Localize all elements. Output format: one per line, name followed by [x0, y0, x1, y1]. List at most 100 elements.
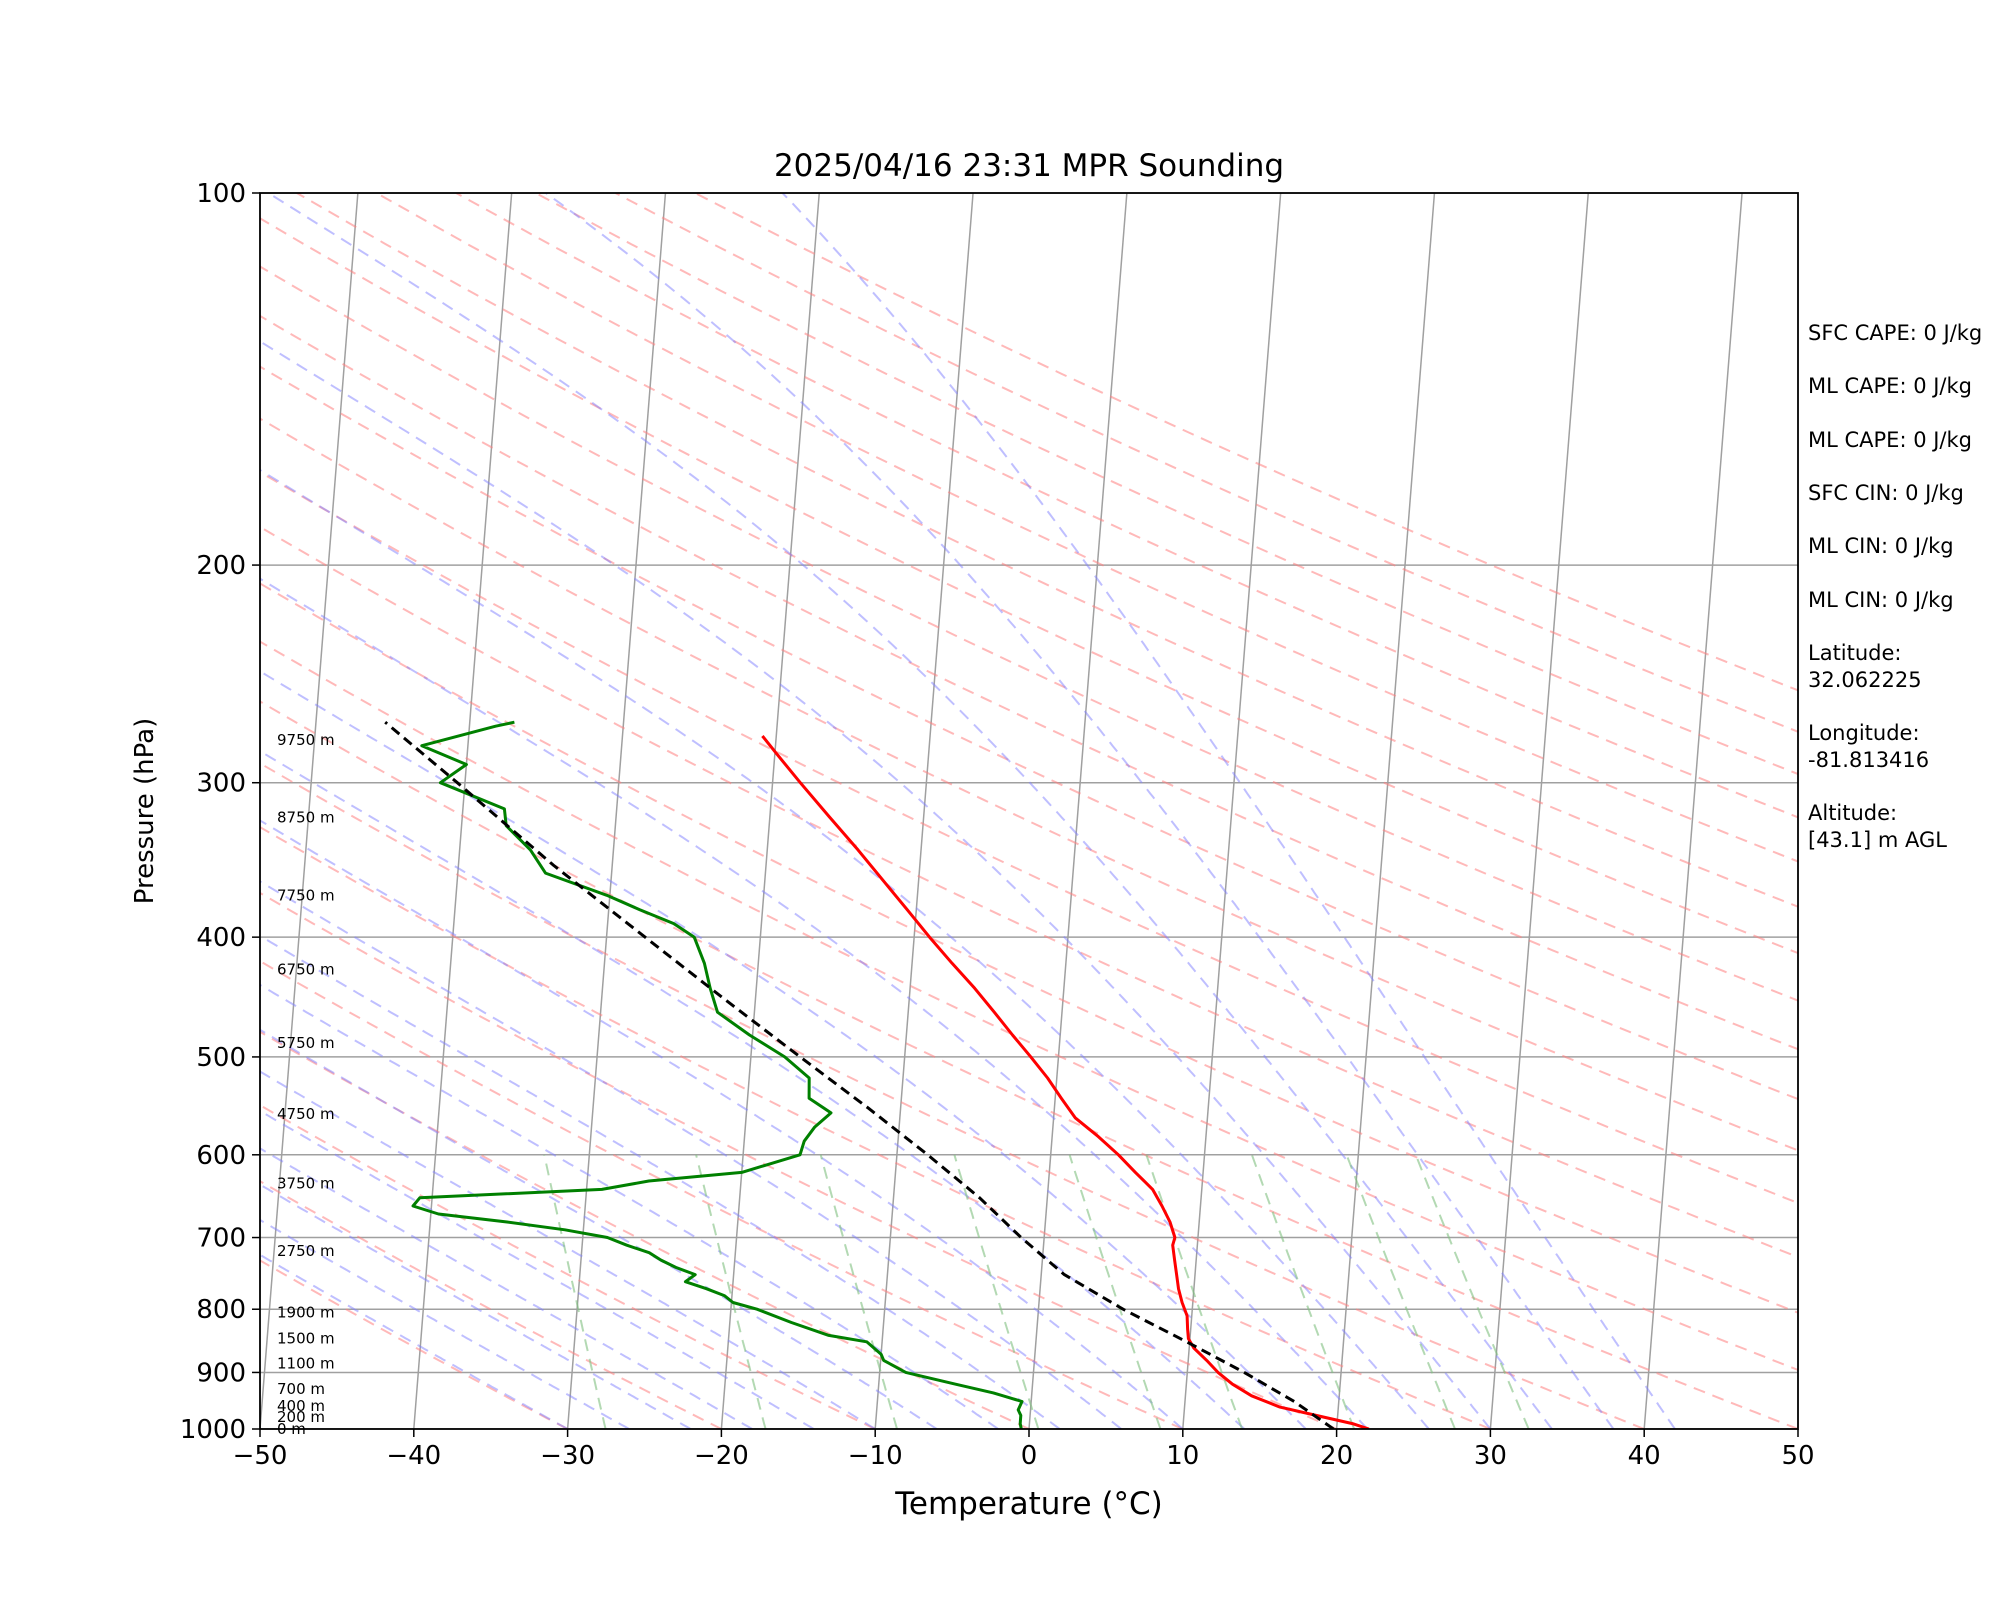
isotherm-line [1028, 193, 1128, 1429]
moist-adiabat-line [545, 193, 1615, 1429]
stats-panel: SFC CAPE: 0 J/kg ML CAPE: 0 J/kg ML CAPE… [1808, 321, 1982, 852]
dry-adiabat-line [260, 762, 1645, 1429]
mixing-ratio-line [819, 1154, 898, 1429]
mixing-ratio-line [543, 1154, 607, 1429]
dry-adiabat-line [260, 470, 1798, 1205]
ml-cape-text: ML CAPE: 0 J/kg [1808, 374, 1972, 398]
ml-cin-text: ML CIN: 0 J/kg [1808, 534, 1954, 558]
altitude-value: [43.1] m AGL [1808, 828, 1947, 852]
x-tick-label: 50 [1781, 1441, 1814, 1471]
moist-adiabat-line [781, 193, 1676, 1429]
height-label: 9750 m [277, 731, 335, 749]
x-tick-label: 0 [1021, 1441, 1038, 1471]
height-label: 200 m [277, 1408, 325, 1426]
dry-adiabat-line [260, 417, 1798, 1152]
x-tick-label: 30 [1474, 1441, 1507, 1471]
dry-adiabat-line [260, 1259, 569, 1429]
dry-adiabat-line [296, 193, 1798, 908]
latitude-value: 32.062225 [1808, 668, 1922, 692]
height-label: 2750 m [277, 1242, 335, 1260]
dry-adiabat-line [260, 640, 1798, 1372]
y-tick-label: 700 [196, 1224, 246, 1254]
moist-adiabat-line [260, 749, 1246, 1429]
dry-adiabat-line [260, 825, 1491, 1429]
altitude-label: Altitude: [1808, 801, 1897, 825]
dry-adiabat-line [260, 960, 1184, 1429]
y-tick-label: 200 [196, 551, 246, 581]
height-label: 6750 m [277, 961, 335, 979]
dry-adiabat-line [614, 193, 1798, 733]
moist-adiabat-line [260, 819, 1184, 1429]
isotherm-line [566, 193, 667, 1429]
height-label: 8750 m [277, 808, 335, 826]
x-tick-label: −50 [233, 1441, 288, 1471]
sfc-cape-text: SFC CAPE: 0 J/kg [1808, 321, 1982, 345]
height-label: 700 m [277, 1380, 325, 1398]
x-axis: −50 −40 −30 −20 −10 0 10 20 30 40 50 [233, 1429, 1815, 1471]
mixing-ratio-line [1345, 1154, 1456, 1429]
latitude-label: Latitude: [1808, 641, 1902, 665]
x-tick-label: −40 [386, 1441, 441, 1471]
y-axis: 100 200 300 400 500 600 700 800 900 1000 [180, 179, 260, 1445]
dry-adiabat-line [260, 525, 1798, 1259]
x-tick-label: −20 [694, 1441, 749, 1471]
isotherm-line [260, 193, 359, 1429]
profile-lines [384, 720, 1370, 1429]
y-tick-label: 100 [196, 179, 246, 209]
chart-title: 2025/04/16 23:31 MPR Sounding [774, 148, 1284, 184]
height-label: 5750 m [277, 1034, 335, 1052]
background-lines [260, 193, 1798, 1429]
x-tick-label: −30 [540, 1441, 595, 1471]
ml-cape-text-2: ML CAPE: 0 J/kg [1808, 428, 1972, 452]
longitude-value: -81.813416 [1808, 748, 1929, 772]
y-tick-label: 400 [196, 923, 246, 953]
y-tick-label: 500 [196, 1043, 246, 1073]
dry-adiabat-line [260, 700, 1798, 1429]
height-label: 0 m [277, 1420, 306, 1438]
temperature-line [761, 735, 1370, 1429]
y-tick-label: 300 [196, 769, 246, 799]
isotherm-line [1335, 193, 1436, 1429]
isotherm-line [1643, 193, 1743, 1429]
dry-adiabat-line [260, 582, 1798, 1314]
isotherm-line [413, 193, 513, 1429]
isotherm-line [1182, 193, 1282, 1429]
moist-adiabat-line [260, 1070, 876, 1429]
mixing-ratio-line [1414, 1154, 1530, 1429]
dry-adiabat-line [260, 1180, 722, 1429]
height-label: 7750 m [277, 886, 335, 904]
moist-adiabat-line [260, 934, 1061, 1429]
mixing-ratio-line [953, 1154, 1040, 1429]
dewpoint-line [411, 720, 1024, 1429]
moist-adiabat-line [260, 880, 1122, 1429]
isotherm-line [874, 193, 974, 1429]
height-label: 1900 m [277, 1304, 335, 1322]
mixing-ratio-line [1068, 1154, 1162, 1429]
y-tick-label: 1000 [180, 1415, 246, 1445]
isotherm-line [720, 193, 821, 1429]
mixing-ratio-line [695, 1154, 767, 1429]
y-tick-label: 900 [196, 1358, 246, 1388]
height-label: 1100 m [277, 1354, 335, 1372]
ml-cin-text-2: ML CIN: 0 J/kg [1808, 588, 1954, 612]
x-axis-label: Temperature (°C) [894, 1486, 1163, 1522]
moist-adiabat-line [267, 193, 1553, 1429]
isotherm-line [1489, 193, 1590, 1429]
y-axis-label: Pressure (hPa) [130, 718, 160, 905]
sfc-cin-text: SFC CIN: 0 J/kg [1808, 481, 1964, 505]
height-label: 4750 m [277, 1105, 335, 1123]
dry-adiabat-line [375, 193, 1798, 863]
x-tick-label: −10 [848, 1441, 903, 1471]
x-tick-label: 20 [1320, 1441, 1353, 1471]
moist-adiabat-line [260, 340, 1492, 1429]
moist-adiabat-line [260, 670, 1307, 1429]
height-label: 1500 m [277, 1330, 335, 1348]
dry-adiabat-line [260, 265, 1798, 1002]
height-label: 400 m [277, 1397, 325, 1415]
mixing-ratio-line [1250, 1154, 1356, 1429]
x-tick-label: 10 [1166, 1441, 1199, 1471]
height-label: 3750 m [277, 1175, 335, 1193]
